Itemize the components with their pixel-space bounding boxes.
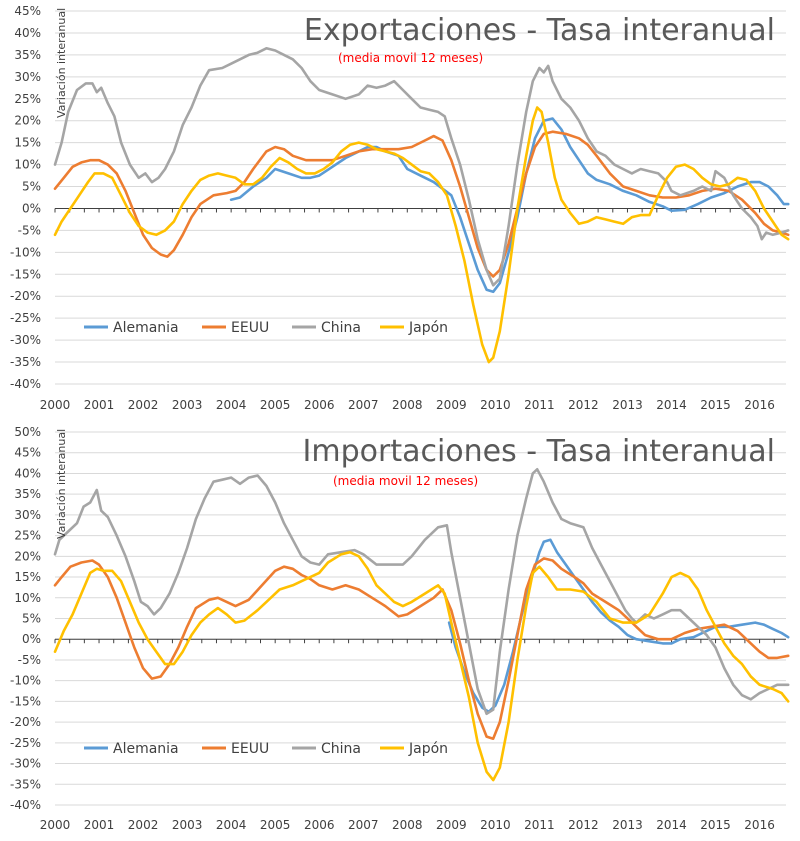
y-tick-label: -15%	[10, 267, 41, 281]
y-tick-label: 20%	[14, 114, 41, 128]
y-tick-label: 15%	[14, 136, 41, 150]
series-line-china	[53, 47, 790, 287]
y-tick-label: 45%	[14, 4, 41, 18]
y-tick-label: 30%	[14, 508, 41, 522]
y-tick-label: -25%	[10, 736, 41, 750]
y-tick-label: 25%	[14, 529, 41, 543]
y-tick-label: 0%	[22, 632, 41, 646]
y-tick-label: 25%	[14, 92, 41, 106]
series-line-alemania	[229, 117, 790, 294]
y-tick-label: 10%	[14, 158, 41, 172]
x-tick-label: 2007	[348, 818, 379, 832]
x-tick-label: 2011	[524, 398, 555, 412]
series-line-china	[53, 468, 790, 716]
imports-subtitle: (media movil 12 meses)	[333, 474, 478, 488]
y-tick-label: -5%	[18, 653, 41, 667]
y-tick-label: 50%	[14, 425, 41, 439]
x-tick-label: 2013	[612, 818, 643, 832]
x-tick-label: 2010	[480, 818, 511, 832]
x-tick-label: 2009	[436, 818, 467, 832]
x-tick-label: 2005	[260, 398, 291, 412]
legend-label: China	[321, 320, 361, 336]
x-tick-label: 2007	[348, 398, 379, 412]
y-tick-label: -35%	[10, 355, 41, 369]
y-tick-label: 45%	[14, 446, 41, 460]
y-tick-label: 30%	[14, 70, 41, 84]
x-tick-label: 2012	[568, 818, 599, 832]
legend-label: Alemania	[113, 741, 179, 757]
series-line-japn	[53, 106, 790, 364]
y-tick-label: 5%	[22, 612, 41, 626]
legend-label: Alemania	[113, 320, 179, 336]
x-tick-label: 2009	[436, 398, 467, 412]
y-tick-label: 40%	[14, 26, 41, 40]
series-line-alemania	[447, 538, 790, 714]
y-tick-label: -30%	[10, 333, 41, 347]
x-tick-label: 2000	[40, 398, 71, 412]
y-tick-label: 5%	[22, 180, 41, 194]
x-tick-label: 2000	[40, 818, 71, 832]
x-tick-label: 2013	[612, 398, 643, 412]
x-tick-label: 2001	[84, 818, 115, 832]
y-tick-label: -20%	[10, 289, 41, 303]
y-tick-label: 0%	[22, 201, 41, 215]
exports-y-axis-label: Variación interanual	[55, 8, 68, 118]
y-tick-label: 15%	[14, 570, 41, 584]
y-tick-label: 40%	[14, 466, 41, 480]
y-tick-label: 35%	[14, 487, 41, 501]
exports-subtitle: (media movil 12 meses)	[338, 51, 483, 65]
y-tick-label: -35%	[10, 777, 41, 791]
series-line-japn	[53, 550, 790, 782]
exports-title: Exportaciones - Tasa interanual	[304, 13, 775, 48]
y-tick-label: 20%	[14, 549, 41, 563]
legend-label: Japón	[408, 741, 448, 757]
x-tick-label: 2006	[304, 818, 335, 832]
legend-label: EEUU	[231, 741, 269, 757]
y-tick-label: -20%	[10, 715, 41, 729]
y-tick-label: -40%	[10, 377, 41, 391]
imports-chart: 50% 45% 40% 35% 30% 25% 20% 15% 10% 5% 0% -5% -10% -1…	[10, 425, 790, 832]
x-tick-label: 2008	[392, 818, 423, 832]
x-tick-label: 2001	[84, 398, 115, 412]
x-tick-label: 2004	[216, 398, 247, 412]
x-tick-label: 2005	[260, 818, 291, 832]
x-tick-label: 2003	[172, 818, 203, 832]
x-tick-label: 2008	[392, 398, 423, 412]
legend-label: Japón	[408, 320, 448, 336]
y-tick-label: -10%	[10, 245, 41, 259]
y-tick-label: -10%	[10, 674, 41, 688]
x-tick-label: 2014	[656, 398, 687, 412]
x-tick-label: 2010	[480, 398, 511, 412]
y-tick-label: -15%	[10, 694, 41, 708]
y-tick-label: -30%	[10, 757, 41, 771]
x-tick-label: 2002	[128, 398, 159, 412]
x-tick-label: 2003	[172, 398, 203, 412]
y-tick-label: 35%	[14, 48, 41, 62]
imports-title: Importaciones - Tasa interanual	[303, 434, 775, 469]
y-tick-label: -5%	[18, 223, 41, 237]
exports-chart: 45% 40% 35% 30% 25% 20% 15% 10% 5% 0% -5% -10% -15% -…	[10, 4, 790, 412]
series-line-eeuu	[53, 130, 790, 278]
y-tick-label: -40%	[10, 798, 41, 812]
x-tick-label: 2015	[700, 398, 731, 412]
x-tick-label: 2015	[700, 818, 731, 832]
y-tick-label: -25%	[10, 311, 41, 325]
series-line-eeuu	[53, 557, 790, 740]
imports-y-axis-label: Variación interanual	[55, 429, 68, 539]
x-tick-label: 2002	[128, 818, 159, 832]
x-tick-label: 2016	[744, 398, 775, 412]
x-tick-label: 2006	[304, 398, 335, 412]
x-tick-label: 2011	[524, 818, 555, 832]
x-tick-label: 2016	[744, 818, 775, 832]
x-tick-label: 2012	[568, 398, 599, 412]
legend-label: China	[321, 741, 361, 757]
y-tick-label: 10%	[14, 591, 41, 605]
legend-label: EEUU	[231, 320, 269, 336]
x-tick-label: 2014	[656, 818, 687, 832]
x-tick-label: 2004	[216, 818, 247, 832]
